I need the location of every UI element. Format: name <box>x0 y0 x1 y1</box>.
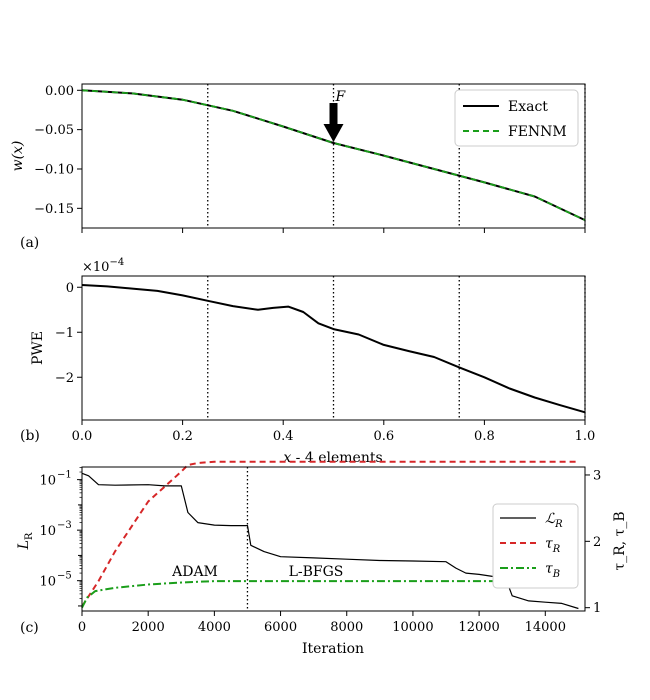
panel-c-frame <box>81 466 586 612</box>
panel-b-x-tick-label: 0.8 <box>474 429 495 444</box>
force-arrow-head <box>323 124 344 143</box>
phase-label-lbfgs: L-BFGS <box>289 564 344 580</box>
panel-b-x-tick-label: 0.6 <box>373 429 394 444</box>
panel-b-label: (b) <box>20 428 40 444</box>
panel-c-x-tick-label: 6000 <box>264 620 297 635</box>
panel-c-y-tick-exp: −3 <box>57 520 72 531</box>
panel-b-y-tick-label: −1 <box>55 326 74 341</box>
panel-c-y-tick-exp: −1 <box>57 470 72 481</box>
panel-a-y-tick-label: −0.05 <box>34 123 74 138</box>
panel-b-x-tick-label: 1.0 <box>575 429 596 444</box>
panel-c-ylabel-left: LR <box>16 532 35 550</box>
legend-fennm-label: FENNM <box>508 124 567 140</box>
panel-c-y-right-tick-label: 2 <box>593 535 601 550</box>
legend-exact-label: Exact <box>508 99 548 115</box>
panel-c-y-tick-label: 10 <box>39 575 56 590</box>
force-arrow-shaft <box>329 103 338 126</box>
series-tau-r-line <box>81 460 579 607</box>
panel-a-frame <box>81 83 586 229</box>
panel-c-x-tick-label: 4000 <box>198 620 231 635</box>
series-fennm-line <box>81 89 586 221</box>
force-arrow-icon <box>323 103 344 143</box>
panel-c-x-tick-label: 10000 <box>392 620 433 635</box>
panel-c-x-tick-label: 14000 <box>525 620 566 635</box>
panel-b-frame <box>81 275 586 421</box>
panel-c-y-right-tick-label: 3 <box>593 468 601 483</box>
legend-tau-r-label: τR <box>545 536 561 555</box>
legend-tau-b-label: τB <box>545 561 560 580</box>
legend-loss-label: ℒR <box>545 511 563 530</box>
panel-c-y-tick-label: 10 <box>39 474 56 489</box>
series-pwe-line <box>81 284 586 414</box>
force-label: F <box>335 89 347 105</box>
panel-a-legend: Exact FENNM <box>454 89 579 147</box>
panel-c-ylabel-right: τ_R, τ_B <box>612 511 628 570</box>
panel-c-x-tick-label: 2000 <box>132 620 165 635</box>
panel-a: 0.00 −0.05 −0.10 −0.15 F w(x) (a) Exact FEN… <box>10 83 586 251</box>
panel-c-legend-box <box>492 503 579 589</box>
panel-b: 0 −1 −2 0.0 0.2 0.4 0.6 0.8 1.0 ×10−4 PWE x - 4… <box>20 257 595 466</box>
panel-b-y-tick-label: 0 <box>66 281 74 296</box>
panel-c-y-tick-label: 10 <box>39 524 56 539</box>
panel-c-x-tick-label: 0 <box>78 620 86 635</box>
panel-c: 10−110−310−5 123 0 2000 4000 6000 8000 10000 1… <box>16 460 628 657</box>
panel-b-ylabel: PWE <box>30 331 46 365</box>
series-tau-b-line <box>81 580 579 609</box>
panel-a-y-tick-label: 0.00 <box>45 84 74 99</box>
panel-a-y-tick-label: −0.10 <box>34 162 74 177</box>
panel-c-legend: ℒR τR τB <box>492 503 579 589</box>
panel-c-x-tick-label: 8000 <box>330 620 363 635</box>
panel-a-label: (a) <box>20 235 39 251</box>
panel-b-x-tick-label: 0.0 <box>72 429 93 444</box>
panel-c-y-tick-exp: −5 <box>57 571 72 582</box>
phase-label-adam: ADAM <box>171 564 218 580</box>
panel-b-x-tick-label: 0.2 <box>172 429 193 444</box>
panel-a-y-tick-label: −0.15 <box>34 202 74 217</box>
panel-a-ylabel: w(x) <box>10 141 26 172</box>
panel-c-x-tick-label: 12000 <box>458 620 499 635</box>
panel-b-xlabel: x - 4 elements <box>283 450 382 466</box>
panel-b-x-tick-label: 0.4 <box>273 429 294 444</box>
panel-b-y-tick-label: −2 <box>55 371 74 386</box>
panel-c-label: (c) <box>20 620 39 636</box>
panel-c-xlabel: Iteration <box>302 641 364 657</box>
panel-c-y-right-tick-label: 1 <box>593 601 601 616</box>
panel-b-scale-label: ×10−4 <box>82 257 124 275</box>
